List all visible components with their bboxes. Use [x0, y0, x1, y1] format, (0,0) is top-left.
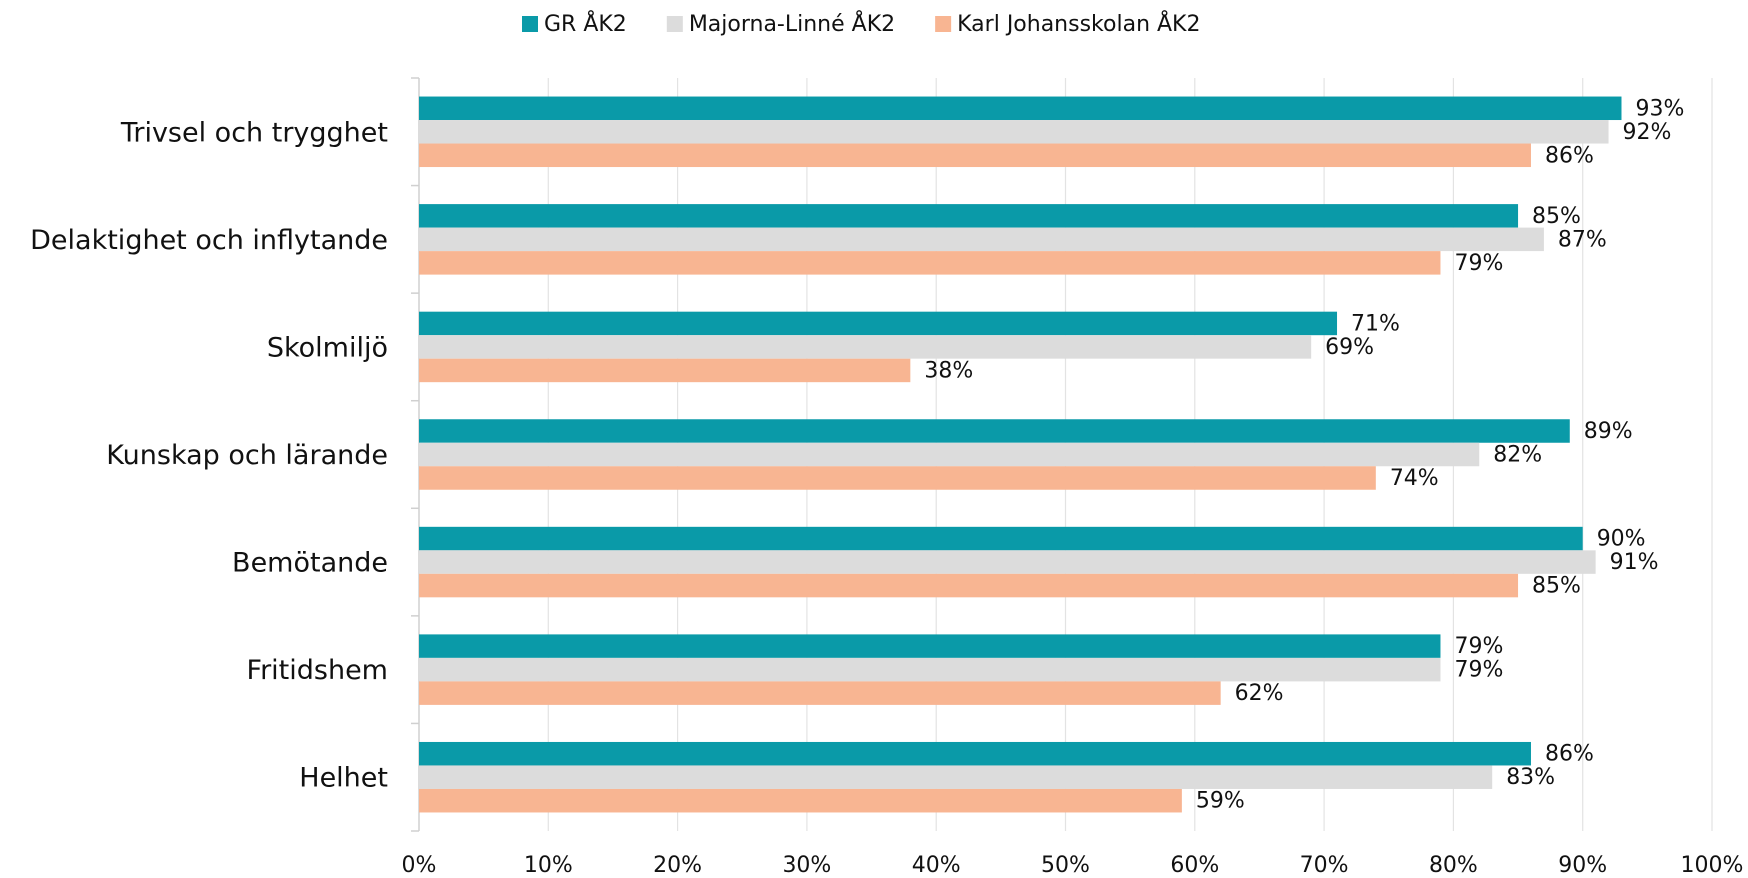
x-tick-label: 20%: [653, 853, 702, 878]
bar: [419, 311, 1338, 336]
data-label: 82%: [1493, 443, 1542, 468]
bar: [419, 550, 1596, 574]
x-tick-label: 100%: [1681, 853, 1744, 878]
data-label: 38%: [924, 358, 973, 383]
x-tick-label: 30%: [782, 853, 831, 878]
legend-label: Majorna-Linné ÅK2: [689, 10, 895, 37]
x-tick-label: 50%: [1041, 853, 1090, 878]
y-tick-label: Kunskap och lärande: [106, 440, 388, 471]
bar: [419, 419, 1570, 443]
legend-label: GR ÅK2: [544, 10, 627, 37]
legend-swatch: [522, 16, 538, 32]
bar: [419, 227, 1544, 252]
bar: [419, 526, 1583, 551]
y-tick-label: Trivsel och trygghet: [120, 117, 388, 148]
bar: [419, 96, 1622, 121]
y-tick-label: Fritidshem: [247, 655, 389, 686]
bar: [419, 741, 1531, 766]
legend-swatch: [935, 16, 952, 32]
bar: [419, 204, 1519, 228]
data-label: 79%: [1454, 251, 1503, 276]
bar: [419, 335, 1312, 359]
legend-swatch: [666, 16, 683, 32]
data-label: 93%: [1635, 96, 1684, 121]
bar: [419, 634, 1441, 658]
data-label: 79%: [1454, 658, 1503, 683]
data-label: 59%: [1196, 789, 1245, 814]
bar: [419, 120, 1609, 144]
bar: [419, 657, 1441, 682]
data-label: 89%: [1584, 419, 1633, 444]
bar: [419, 788, 1182, 813]
y-tick-label: Skolmiljö: [267, 332, 388, 363]
data-label: 92%: [1623, 120, 1672, 145]
x-tick-label: 80%: [1429, 853, 1478, 878]
y-tick-label: Bemötande: [232, 548, 388, 579]
data-label: 90%: [1597, 527, 1646, 552]
data-label: 71%: [1351, 311, 1400, 336]
data-label: 74%: [1390, 466, 1439, 491]
x-tick-label: 90%: [1558, 853, 1607, 878]
data-label: 69%: [1325, 335, 1374, 360]
bar: [419, 681, 1221, 705]
bar: [419, 573, 1519, 598]
y-tick-label: Helhet: [299, 763, 388, 794]
legend-label: Karl Johansskolan ÅK2: [957, 10, 1200, 37]
data-label: 79%: [1454, 634, 1503, 659]
data-label: 86%: [1545, 742, 1594, 767]
bar: [419, 442, 1480, 467]
data-label: 83%: [1506, 765, 1555, 790]
x-tick-label: 60%: [1170, 853, 1219, 878]
data-label: 91%: [1610, 550, 1659, 575]
bar: [419, 143, 1531, 168]
x-tick-label: 70%: [1300, 853, 1349, 878]
x-tick-label: 10%: [524, 853, 573, 878]
y-tick-label: Delaktighet och inflytande: [30, 225, 388, 256]
data-label: 86%: [1545, 143, 1594, 168]
bar: [419, 251, 1441, 275]
bar: [419, 765, 1493, 789]
bar: [419, 358, 911, 383]
x-tick-label: 40%: [912, 853, 961, 878]
x-tick-label: 0%: [402, 853, 437, 878]
data-label: 85%: [1532, 574, 1581, 599]
data-label: 85%: [1532, 204, 1581, 229]
bar: [419, 466, 1376, 490]
data-label: 62%: [1235, 681, 1284, 706]
data-label: 87%: [1558, 227, 1607, 252]
